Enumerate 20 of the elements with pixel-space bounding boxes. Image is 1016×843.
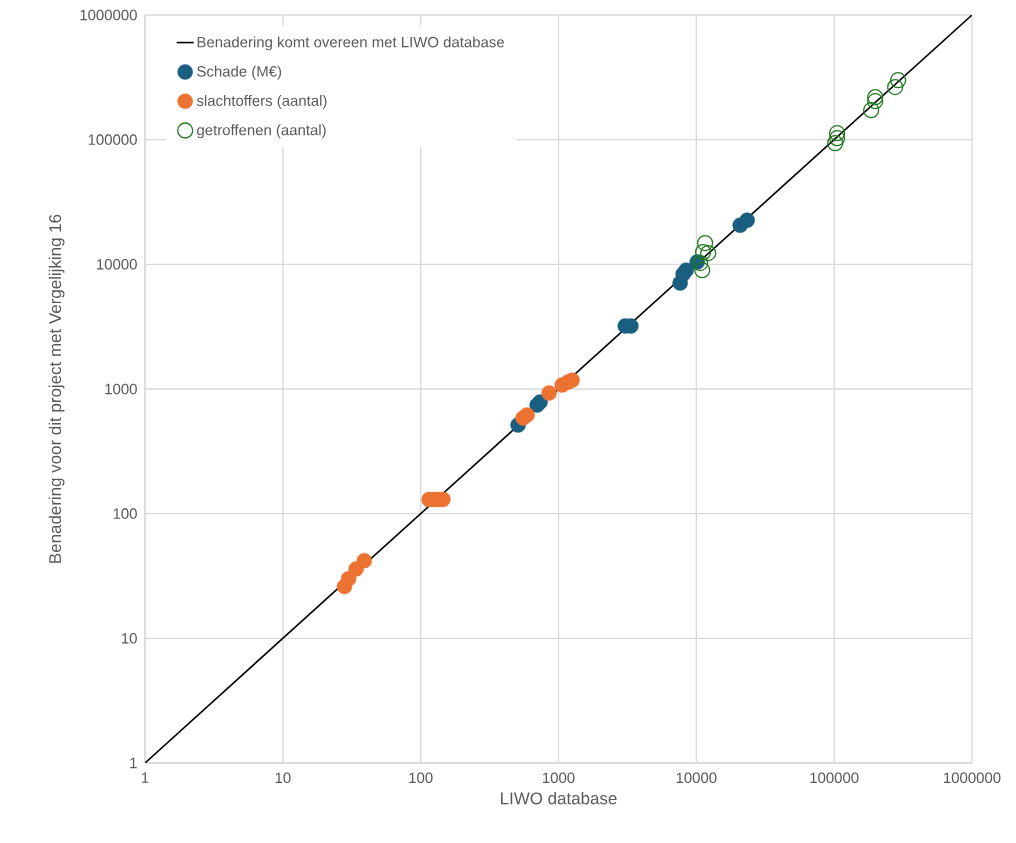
x-tick-label: 10000 bbox=[676, 772, 717, 784]
x-tick-label: 100000 bbox=[810, 772, 859, 784]
y-axis-title: Benadering voor dit project met Vergelijking 16 bbox=[48, 214, 65, 563]
y-tick-label: 1 bbox=[130, 757, 137, 769]
y-tick-label: 10000 bbox=[97, 259, 137, 270]
y-tick-label: 10 bbox=[122, 633, 137, 644]
x-tick-label: 10 bbox=[275, 772, 291, 784]
y-tick-label: 1000 bbox=[105, 383, 137, 395]
legend-label: Benadering komt overeen met LIWO database bbox=[197, 36, 504, 51]
legend-label: getroffenen (aantal) bbox=[197, 124, 326, 139]
legend-label: slachtoffers (aantal) bbox=[196, 95, 327, 109]
legend-label: Schade (M€) bbox=[197, 65, 282, 80]
x-axis-title: LIWO database bbox=[501, 791, 617, 805]
x-tick-label: 1 bbox=[141, 772, 149, 783]
x-tick-label: 1000000 bbox=[944, 772, 1001, 784]
x-tick-label: 100 bbox=[409, 772, 433, 784]
y-tick-label: 100 bbox=[113, 508, 137, 519]
y-tick-label: 1000000 bbox=[80, 9, 137, 21]
x-tick-label: 1000 bbox=[543, 772, 575, 784]
y-tick-label: 100000 bbox=[88, 134, 137, 145]
